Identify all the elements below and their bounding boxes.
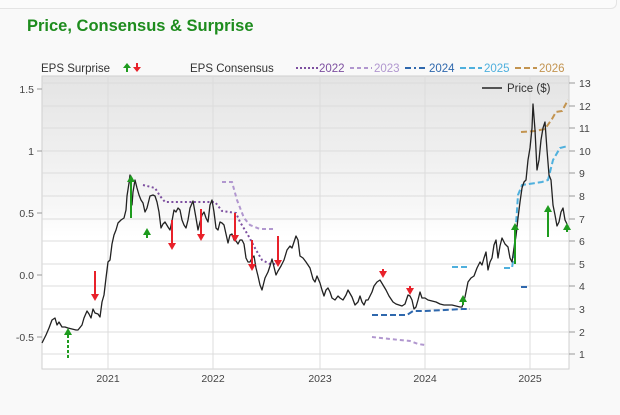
price-legend: Price ($) [482, 83, 551, 95]
x-tick-label: 2021 [96, 373, 120, 385]
surprise-up-arrow-icon [459, 295, 467, 305]
right-tick-label: 3 [579, 304, 585, 316]
down-arrow-icon [133, 63, 141, 72]
card-top-edge [0, 0, 617, 9]
right-tick-label: 7 [579, 214, 585, 226]
right-axis: 13 12 11 10 9 8 7 6 5 4 3 2 1 [569, 78, 591, 361]
surprise-down-arrow-icon [168, 220, 176, 250]
right-tick-label: 9 [579, 168, 585, 180]
right-tick-label: 8 [579, 191, 585, 203]
left-tick-label: 1 [28, 146, 34, 158]
left-tick-label: 1.5 [19, 84, 34, 96]
consensus-2022-line [142, 184, 276, 265]
eps-surprise-arrows [64, 175, 571, 358]
right-tick-label: 13 [579, 78, 591, 90]
surprise-down-arrow-icon [379, 269, 387, 278]
price-legend-label: Price ($) [507, 83, 551, 95]
right-tick-label: 6 [579, 236, 585, 248]
up-arrow-icon [123, 63, 131, 72]
consensus-2023-line [222, 181, 276, 230]
x-tick-label: 2022 [201, 373, 225, 385]
right-tick-label: 11 [579, 123, 590, 135]
v-gridlines [107, 76, 531, 369]
x-tick-label: 2024 [413, 373, 437, 385]
right-tick-label: 5 [579, 259, 585, 271]
surprise-down-arrow-icon [91, 271, 99, 301]
x-tick-label: 2025 [518, 373, 542, 385]
legend-2024-label: 2024 [429, 63, 455, 75]
legend-2022-label: 2022 [319, 63, 345, 75]
left-tick-label: 0.0 [19, 270, 34, 282]
legend-2025-label: 2025 [484, 63, 510, 75]
x-axis: 2021 2022 2023 2024 2025 [96, 373, 542, 385]
legend-2026-label: 2026 [539, 63, 565, 75]
consensus-lines [142, 99, 569, 346]
surprise-down-arrow-icon [274, 236, 282, 267]
right-tick-label: 12 [579, 101, 591, 113]
right-tick-label: 2 [579, 327, 585, 339]
legend-2023-label: 2023 [374, 63, 400, 75]
legend: EPS Surprise EPS Consensus 2022 2023 202… [41, 63, 565, 75]
surprise-down-arrow-icon [197, 209, 205, 241]
left-tick-label: -0.5 [16, 332, 34, 344]
right-tick-label: 1 [579, 349, 585, 361]
consensus-2025-line-b [504, 145, 569, 269]
surprise-up-arrow-icon [143, 228, 151, 238]
consensus-2024-line [372, 308, 470, 316]
legend-surprise-label: EPS Surprise [41, 63, 110, 75]
right-tick-label: 10 [579, 146, 591, 158]
surprise-up-arrow-icon [127, 175, 135, 218]
surprise-up-arrow-icon [544, 205, 552, 237]
left-tick-label: 0.5 [19, 208, 34, 220]
right-tick-label: 4 [579, 281, 585, 293]
chart-title: Price, Consensus & Surprise [27, 17, 254, 35]
surprise-up-arrow-icon [511, 223, 519, 264]
surprise-up-arrow-icon [64, 328, 72, 358]
surprise-up-arrow-icon [563, 223, 571, 232]
consensus-2023-line-b [371, 336, 426, 346]
surprise-down-arrow-icon [406, 286, 414, 295]
legend-consensus-label: EPS Consensus [190, 63, 274, 75]
plot-area [41, 75, 570, 370]
left-axis: 1.5 1 0.5 0.0 -0.5 [16, 84, 42, 344]
x-tick-label: 2023 [308, 373, 332, 385]
surprise-down-arrow-icon [248, 240, 256, 271]
surprise-down-arrow-icon [231, 213, 239, 242]
